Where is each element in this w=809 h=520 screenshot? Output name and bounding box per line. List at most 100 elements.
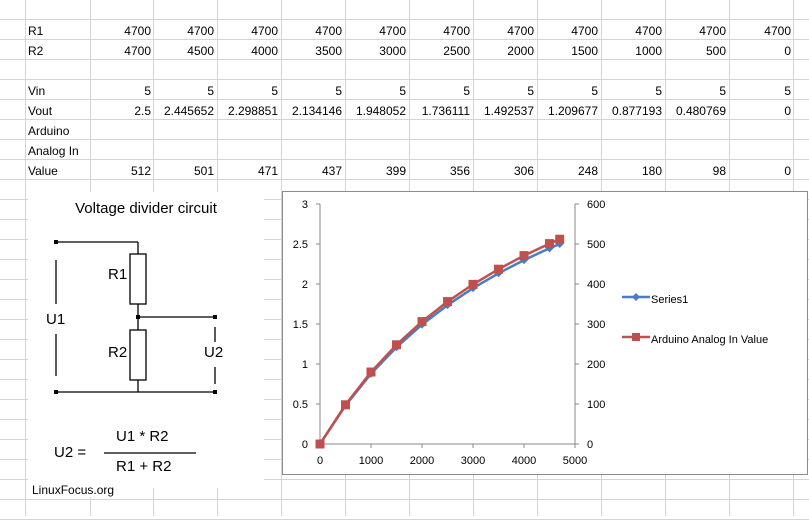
cell-r2-8[interactable]: 1000 bbox=[635, 44, 662, 58]
cell-analog-9[interactable]: 98 bbox=[712, 164, 726, 178]
voltage-divider-image: Voltage divider circuit R1 R2 U1 U2 U2 =… bbox=[28, 192, 264, 488]
y-left-tick-label: 3 bbox=[302, 199, 308, 211]
cell-analog-3[interactable]: 437 bbox=[321, 164, 342, 178]
cell-vout-0[interactable]: 2.5 bbox=[134, 104, 151, 118]
cell-r2-0[interactable]: 4700 bbox=[124, 44, 151, 58]
cell-r1-4[interactable]: 4700 bbox=[379, 24, 406, 38]
x-tick-label: 5000 bbox=[563, 455, 587, 467]
data-point-analog bbox=[366, 367, 376, 377]
cell-vin-1[interactable]: 5 bbox=[207, 84, 214, 98]
formula-lhs: U2 = bbox=[54, 444, 87, 461]
cell-vin-10[interactable]: 5 bbox=[784, 84, 791, 98]
cell-analog-4[interactable]: 399 bbox=[385, 164, 406, 178]
data-point-analog bbox=[341, 400, 350, 410]
cell-vin-5[interactable]: 5 bbox=[463, 84, 470, 98]
y-left-tick-label: 2.5 bbox=[293, 239, 308, 251]
cell-vout-6[interactable]: 1.492537 bbox=[483, 104, 534, 118]
cell-analog-8[interactable]: 180 bbox=[641, 164, 662, 178]
y-left-tick-label: 2 bbox=[302, 279, 308, 291]
cell-vin-0[interactable]: 5 bbox=[144, 84, 151, 98]
chart-area[interactable]: 0 0.5 1 1.5 2 2.5 3 0 100 200 300 400 500 600 0 1000 200… bbox=[282, 191, 808, 475]
cell-vout-8[interactable]: 0.877193 bbox=[611, 104, 662, 118]
cell-vin-7[interactable]: 5 bbox=[591, 84, 598, 98]
cell-analog-5[interactable]: 356 bbox=[449, 164, 470, 178]
cell-analog-2[interactable]: 471 bbox=[257, 164, 278, 178]
cell-label-vout[interactable]: Vout bbox=[28, 104, 53, 118]
cell-r2-2[interactable]: 4000 bbox=[251, 44, 278, 58]
y-right-tick-label: 500 bbox=[587, 239, 605, 251]
cell-label-vin[interactable]: Vin bbox=[28, 84, 46, 98]
cell-r2-6[interactable]: 2000 bbox=[507, 44, 534, 58]
y-right-tick-label: 600 bbox=[587, 199, 605, 211]
cell-r2-10[interactable]: 0 bbox=[784, 44, 791, 58]
cell-label-r2[interactable]: R2 bbox=[28, 44, 44, 58]
cell-r1-6[interactable]: 4700 bbox=[507, 24, 534, 38]
cell-r1-7[interactable]: 4700 bbox=[571, 24, 598, 38]
legend-item-analog: Arduino Analog In Value bbox=[621, 332, 801, 372]
legend-item-series1: Series1 bbox=[621, 292, 801, 332]
formula-denominator: R1 + R2 bbox=[116, 458, 172, 475]
y-right-tick-label: 100 bbox=[587, 399, 605, 411]
data-point-analog bbox=[392, 340, 401, 350]
cell-vin-6[interactable]: 5 bbox=[527, 84, 534, 98]
cell-vout-10[interactable]: 0 bbox=[784, 104, 791, 118]
r1-resistor bbox=[129, 253, 147, 305]
cell-vin-2[interactable]: 5 bbox=[271, 84, 278, 98]
u1-label: U1 bbox=[46, 311, 66, 328]
grid-row-line bbox=[0, 139, 809, 140]
data-point-analog bbox=[555, 234, 565, 244]
cell-r2-1[interactable]: 4500 bbox=[187, 44, 214, 58]
cell-r1-10[interactable]: 4700 bbox=[764, 24, 791, 38]
cell-r2-4[interactable]: 3000 bbox=[379, 44, 406, 58]
cell-vin-3[interactable]: 5 bbox=[335, 84, 342, 98]
cell-vout-2[interactable]: 2.298851 bbox=[227, 104, 278, 118]
x-tick-label: 4000 bbox=[512, 455, 536, 467]
cell-r1-0[interactable]: 4700 bbox=[124, 24, 151, 38]
series-line-analog bbox=[318, 238, 561, 445]
cell-vin-8[interactable]: 5 bbox=[655, 84, 662, 98]
circuit-diagram bbox=[54, 240, 217, 454]
r1-label: R1 bbox=[108, 266, 128, 283]
cell-r2-7[interactable]: 1500 bbox=[571, 44, 598, 58]
r2-label: R2 bbox=[108, 344, 128, 361]
cell-vout-3[interactable]: 2.134146 bbox=[291, 104, 342, 118]
cell-r2-9[interactable]: 500 bbox=[705, 44, 726, 58]
cell-r2-5[interactable]: 2500 bbox=[443, 44, 470, 58]
circuit-title: Voltage divider circuit bbox=[75, 200, 217, 217]
line-chart: 0 0.5 1 1.5 2 2.5 3 0 100 200 300 400 500 600 0 1000 200… bbox=[293, 199, 606, 467]
grid-row-line bbox=[0, 119, 809, 120]
cell-r1-3[interactable]: 4700 bbox=[315, 24, 342, 38]
x-tick-label: 2000 bbox=[410, 455, 434, 467]
data-point-analog bbox=[443, 297, 452, 307]
cell-label-analog-2[interactable]: Analog In bbox=[28, 144, 79, 158]
cell-vout-7[interactable]: 1.209677 bbox=[547, 104, 598, 118]
cell-analog-10[interactable]: 0 bbox=[784, 164, 791, 178]
cell-vout-9[interactable]: 0.480769 bbox=[675, 104, 726, 118]
cell-r1-8[interactable]: 4700 bbox=[635, 24, 662, 38]
cell-vout-4[interactable]: 1.948052 bbox=[355, 104, 406, 118]
y-left-tick-label: 1 bbox=[302, 359, 308, 371]
cell-analog-6[interactable]: 306 bbox=[513, 164, 534, 178]
legend-marker-series1 bbox=[622, 293, 650, 301]
cell-r1-2[interactable]: 4700 bbox=[251, 24, 278, 38]
cell-vin-9[interactable]: 5 bbox=[719, 84, 726, 98]
cell-r1-5[interactable]: 4700 bbox=[443, 24, 470, 38]
cell-analog-1[interactable]: 501 bbox=[193, 164, 214, 178]
cell-vin-4[interactable]: 5 bbox=[399, 84, 406, 98]
cell-vout-1[interactable]: 2.445652 bbox=[163, 104, 214, 118]
grid-row-line bbox=[0, 39, 809, 40]
cell-label-analog-1[interactable]: Arduino bbox=[28, 124, 70, 138]
cell-label-analog-3[interactable]: Value bbox=[28, 164, 58, 178]
cell-r2-3[interactable]: 3500 bbox=[315, 44, 342, 58]
x-tick-label: 3000 bbox=[461, 455, 485, 467]
cell-analog-7[interactable]: 248 bbox=[577, 164, 598, 178]
cell-label-r1[interactable]: R1 bbox=[28, 24, 44, 38]
r2-resistor bbox=[129, 329, 147, 381]
legend-label-analog: Arduino Analog In Value bbox=[651, 334, 769, 346]
cell-vout-5[interactable]: 1.736111 bbox=[421, 104, 470, 118]
cell-analog-0[interactable]: 512 bbox=[130, 164, 151, 178]
cell-r1-9[interactable]: 4700 bbox=[699, 24, 726, 38]
data-point-analog bbox=[315, 439, 325, 449]
grid-row-line bbox=[0, 79, 809, 80]
cell-r1-1[interactable]: 4700 bbox=[187, 24, 214, 38]
